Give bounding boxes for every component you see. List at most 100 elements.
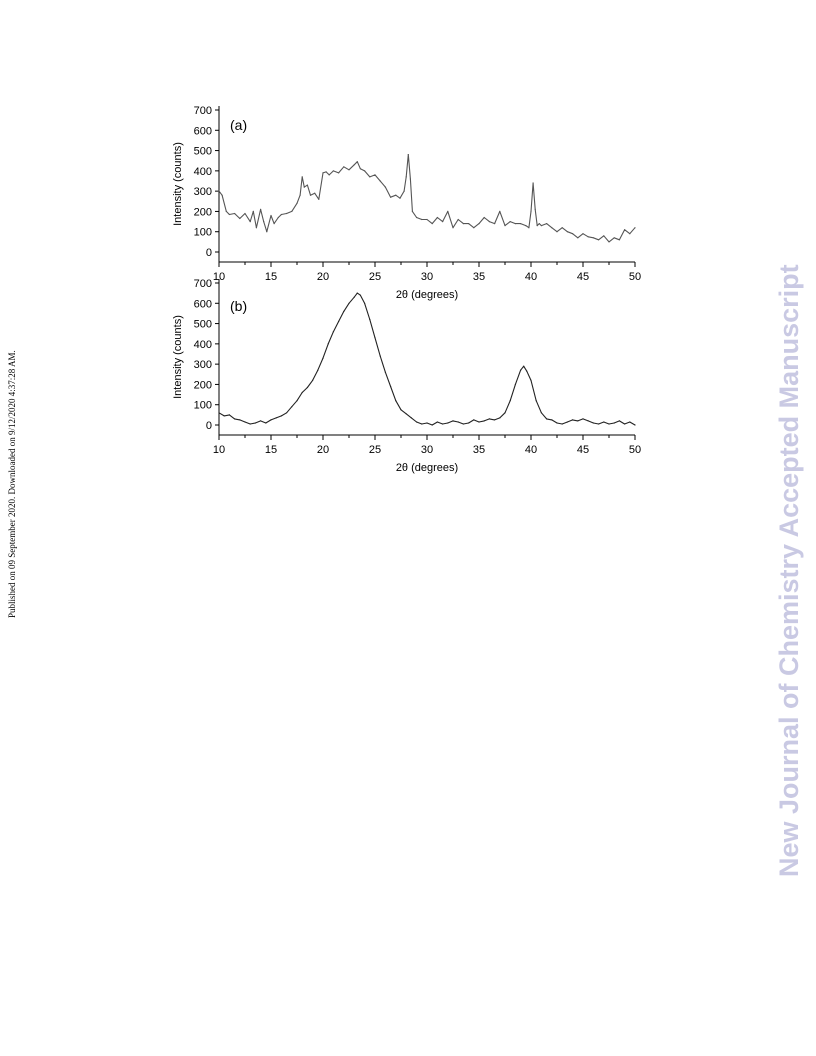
- panel-a-data-point: [421, 218, 423, 221]
- panel-a-data-point: [577, 237, 579, 239]
- panel-b-data-point: [546, 418, 548, 420]
- panel-b-data-point: [369, 318, 371, 321]
- panel-a-data-point: [426, 218, 428, 221]
- panel-b-data-point: [556, 422, 558, 424]
- panel-a-data-point: [452, 227, 454, 229]
- panel-b-data-point: [327, 343, 329, 345]
- panel-a-data-point: [411, 210, 413, 212]
- panel-b-y-tick-label: 0: [206, 420, 212, 432]
- panel-b-x-tick-label: 30: [421, 444, 433, 456]
- panel-a-data-point: [462, 223, 464, 225]
- panel-a-data-point: [442, 221, 444, 223]
- panel-b-x-tick-label: 15: [265, 444, 277, 456]
- panel-a-data-point: [629, 233, 631, 235]
- panel-b-data-point: [286, 412, 288, 414]
- panel-a-data-point: [603, 235, 605, 237]
- panel-b-data-point: [452, 420, 454, 422]
- panel-a-data-point: [338, 172, 340, 174]
- panel-b-data-point: [629, 421, 631, 423]
- panel-a-data-point: [540, 225, 543, 227]
- panel-b-data-point: [416, 421, 418, 423]
- panel-a-data-point: [618, 239, 621, 241]
- panel-a-y-tick-label: 0: [206, 247, 212, 259]
- panel-a-data-point: [566, 231, 569, 233]
- panel-b-data-point: [405, 413, 407, 415]
- panel-b-data-point: [520, 369, 522, 371]
- panel-a-data-point: [514, 223, 517, 225]
- panel-a-data-point: [221, 194, 223, 196]
- panel-a-data-point: [530, 210, 532, 212]
- panel-b-data-point: [608, 423, 610, 425]
- panel-b-data-point: [561, 423, 563, 425]
- panel-a-x-tick-label: 20: [317, 271, 329, 283]
- panel-b-data-point: [436, 421, 438, 423]
- panel-a-data-point: [390, 196, 392, 198]
- panel-b-data-point: [338, 320, 340, 323]
- panel-b-data-point: [244, 421, 246, 423]
- panel-b-data-point: [431, 424, 433, 426]
- panel-b-data-point: [566, 421, 569, 423]
- panel-a-y-tick-label: 200: [194, 206, 212, 218]
- panel-b-x-tick-label: 10: [213, 444, 225, 456]
- panel-b-data-point: [473, 419, 475, 421]
- panel-b-data-point: [322, 357, 324, 359]
- panel-a-data-point: [260, 208, 262, 210]
- panel-b-data-point: [499, 417, 501, 419]
- panel-a-data-point: [582, 233, 584, 235]
- panel-b-data-point: [540, 412, 543, 414]
- panel-b-data-point: [577, 420, 579, 422]
- panel-a-data-point: [494, 223, 496, 225]
- panel-b-data-point: [218, 412, 220, 414]
- panel-a-data-point: [328, 174, 330, 176]
- panel-b-data-point: [624, 423, 626, 425]
- panel-a-data-point: [266, 231, 268, 233]
- panel-a-data-point: [299, 194, 301, 196]
- panel-a-data-point: [249, 221, 251, 223]
- panel-a-data-point: [551, 227, 553, 229]
- panel-a-data-point: [273, 223, 275, 225]
- panel-a-data-point: [624, 229, 626, 231]
- panel-b-data-point: [306, 386, 308, 389]
- panel-a-y-tick-label: 500: [194, 146, 212, 158]
- panel-a-data-point: [228, 213, 230, 216]
- panel-b-data-point: [442, 423, 444, 425]
- panel-b-data-point: [275, 417, 277, 419]
- panel-a-data-point: [534, 208, 536, 210]
- panel-b-data-point: [301, 391, 303, 394]
- panel-a-data-point: [239, 217, 241, 220]
- panel-a-data-point: [488, 221, 490, 223]
- panel-a-data-point: [556, 231, 558, 233]
- panel-b-data-point: [249, 423, 251, 425]
- panel-b-data-point: [468, 422, 470, 424]
- panel-b-data-point: [613, 422, 615, 424]
- panel-b-x-axis-title: 2θ (degrees): [396, 462, 458, 474]
- panel-b-data-point: [523, 365, 525, 367]
- panel-b-y-tick-label: 100: [194, 400, 212, 412]
- panel-b-x-tick-label: 40: [525, 444, 537, 456]
- panel-b-data-point: [317, 369, 319, 371]
- panel-b-y-tick-label: 700: [194, 278, 212, 290]
- panel-b-series-line: [218, 292, 636, 426]
- panel-b-y-tick-label: 500: [194, 319, 212, 331]
- panel-b-data-point: [457, 421, 459, 423]
- panel-b-data-point: [312, 379, 314, 381]
- panel-a-data-point: [407, 154, 409, 156]
- panel-b-y-tick-label: 600: [194, 298, 212, 310]
- panel-a-data-point: [225, 210, 227, 212]
- panel-a-data-point: [291, 210, 293, 212]
- panel-b-data-point: [483, 420, 485, 422]
- panel-b-data-point: [551, 419, 553, 421]
- panel-a-data-point: [598, 239, 600, 241]
- panel-a-data-point: [538, 223, 540, 225]
- panel-a-data-point: [431, 223, 433, 225]
- panel-a-data-point: [234, 212, 236, 215]
- panel-b-data-point: [410, 417, 412, 419]
- panel-b-data-point: [526, 370, 528, 372]
- panel-a-x-tick-label: 25: [369, 271, 381, 283]
- panel-a-x-tick-label: 10: [213, 271, 225, 283]
- panel-a-data-point: [468, 223, 470, 225]
- panel-b-data-point: [494, 419, 496, 421]
- panel-b-data-point: [582, 418, 584, 420]
- panel-a-data-point: [252, 210, 254, 212]
